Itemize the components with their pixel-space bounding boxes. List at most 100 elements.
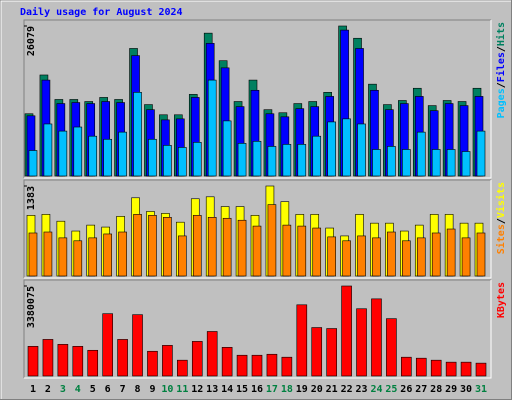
bar bbox=[372, 237, 381, 277]
bar bbox=[446, 228, 456, 277]
bar bbox=[356, 308, 367, 377]
bar bbox=[327, 121, 336, 177]
x-tick-label: 24 bbox=[370, 384, 382, 395]
legend-separator: / bbox=[496, 218, 507, 224]
bar bbox=[476, 232, 486, 277]
bar bbox=[117, 339, 128, 377]
legend: Pages/Files/Hits bbox=[495, 22, 507, 118]
legend-entry: Pages bbox=[496, 88, 507, 118]
bar bbox=[222, 217, 232, 277]
legend-entry: Files bbox=[495, 52, 507, 82]
bar bbox=[402, 149, 411, 177]
legend: Sites/Visits bbox=[495, 182, 507, 254]
bar bbox=[177, 359, 188, 377]
panel-bevel bbox=[23, 279, 491, 378]
bar bbox=[237, 219, 247, 277]
bar bbox=[326, 328, 337, 377]
x-tick-label: 21 bbox=[326, 384, 338, 395]
bar bbox=[282, 144, 292, 177]
bar bbox=[178, 147, 187, 177]
x-tick-label: 15 bbox=[236, 384, 248, 395]
bar bbox=[461, 151, 471, 177]
bar bbox=[88, 135, 98, 177]
bar bbox=[103, 233, 112, 277]
bar bbox=[311, 327, 323, 377]
bar bbox=[431, 149, 441, 177]
bar bbox=[27, 346, 39, 377]
x-tick-label: 5 bbox=[90, 384, 96, 395]
legend-entry: KBytes bbox=[496, 282, 507, 318]
bar bbox=[147, 350, 158, 377]
bar bbox=[28, 150, 38, 177]
x-tick-label: 8 bbox=[135, 384, 141, 395]
bar bbox=[103, 138, 112, 177]
bar bbox=[163, 145, 172, 177]
x-tick-label: 2 bbox=[45, 384, 51, 395]
bar bbox=[342, 118, 351, 177]
bar bbox=[357, 123, 366, 177]
x-tick-label: 23 bbox=[356, 384, 368, 395]
bar bbox=[327, 236, 336, 277]
legend-separator: / bbox=[496, 46, 507, 52]
bar bbox=[192, 215, 202, 277]
x-tick-label: 25 bbox=[385, 384, 397, 395]
y-tick-label: 26079 bbox=[26, 26, 37, 56]
bar bbox=[415, 357, 427, 377]
bar bbox=[431, 232, 441, 277]
y-tick-label: 1383 bbox=[26, 186, 37, 210]
bar bbox=[57, 344, 69, 377]
x-tick-label: 11 bbox=[176, 384, 188, 395]
legend-entry: Sites bbox=[495, 224, 507, 254]
bar bbox=[402, 240, 411, 277]
bar bbox=[133, 214, 142, 277]
bar bbox=[73, 240, 83, 277]
bar bbox=[237, 143, 247, 177]
bar bbox=[132, 314, 143, 377]
x-tick-label: 28 bbox=[430, 384, 442, 395]
bar bbox=[43, 231, 53, 277]
bar bbox=[221, 347, 233, 377]
bar bbox=[401, 356, 412, 377]
panel-bevel bbox=[24, 280, 492, 379]
x-tick-label: 20 bbox=[311, 384, 323, 395]
bar bbox=[133, 92, 142, 177]
bar bbox=[445, 361, 457, 377]
bar bbox=[430, 359, 442, 377]
bar bbox=[87, 349, 99, 377]
bar bbox=[206, 331, 218, 377]
bar bbox=[266, 353, 278, 377]
bar bbox=[476, 130, 486, 177]
panel-bevel bbox=[24, 180, 492, 279]
bar bbox=[416, 131, 426, 177]
bar bbox=[342, 240, 351, 277]
bar bbox=[282, 224, 292, 277]
x-tick-label: 22 bbox=[341, 384, 353, 395]
chart-title: Daily usage for August 2024 bbox=[20, 6, 183, 18]
x-tick-label: 31 bbox=[475, 384, 487, 395]
x-tick-label: 19 bbox=[296, 384, 308, 395]
x-tick-label: 14 bbox=[221, 384, 233, 395]
legend-entry: Visits bbox=[495, 182, 507, 218]
bar bbox=[178, 235, 187, 277]
bar bbox=[58, 237, 68, 277]
x-tick-label: 12 bbox=[191, 384, 203, 395]
bar bbox=[446, 149, 456, 177]
y-tick-label: 3380075 bbox=[26, 286, 37, 328]
bar bbox=[148, 138, 157, 177]
bar bbox=[43, 123, 53, 177]
bar bbox=[297, 144, 307, 177]
bar bbox=[58, 130, 68, 177]
x-tick-label: 3 bbox=[60, 384, 66, 395]
bar bbox=[222, 120, 232, 177]
bar bbox=[102, 313, 113, 377]
x-tick-label: 13 bbox=[206, 384, 218, 395]
bar bbox=[207, 79, 217, 177]
bar bbox=[73, 126, 83, 177]
bar bbox=[252, 141, 262, 177]
bar bbox=[42, 339, 54, 377]
bar bbox=[371, 298, 382, 377]
x-tick-label: 4 bbox=[75, 384, 81, 395]
bar bbox=[416, 237, 426, 277]
